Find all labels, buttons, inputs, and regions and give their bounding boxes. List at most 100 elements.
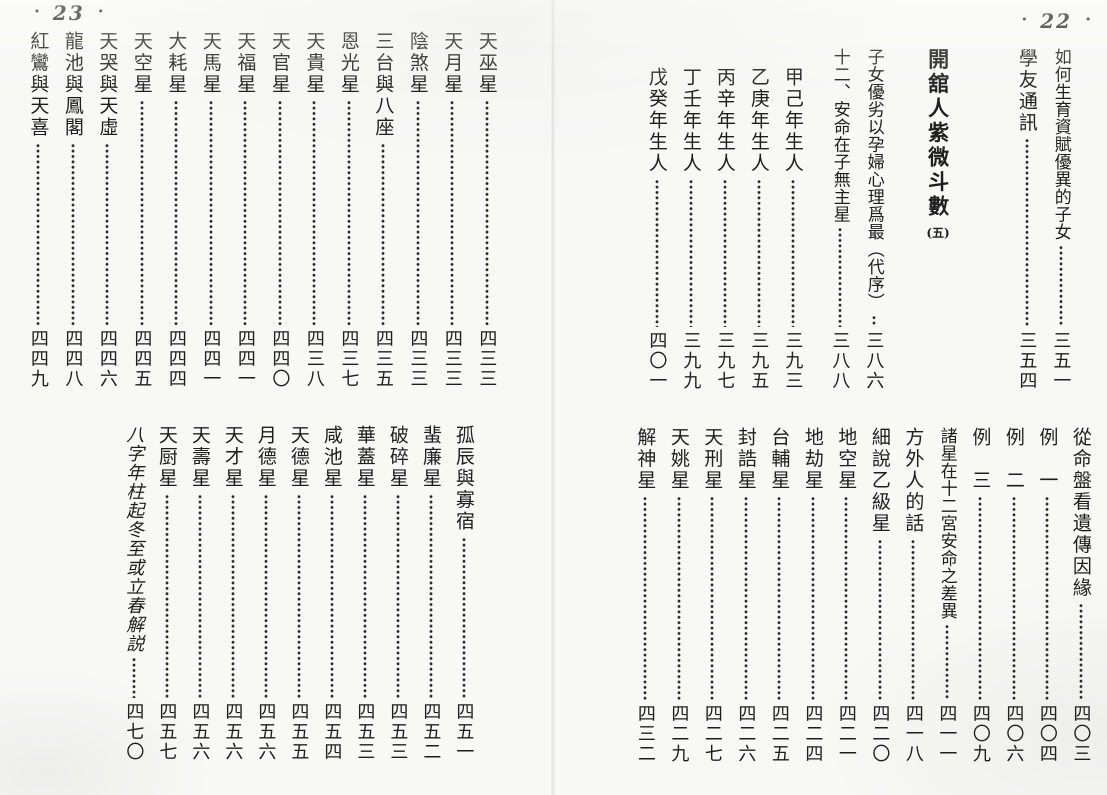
dot-leader [263, 493, 268, 698]
toc-entry: 大耗星 四四四 [160, 31, 193, 389]
toc-entry-page-number: 三八八 [829, 331, 851, 391]
toc-entry-title: 例 二 [1002, 427, 1025, 492]
toc-entry-title: 大耗星 [165, 31, 188, 96]
toc-entry-page-number: 四四六 [96, 329, 118, 389]
ornament-dot: · [34, 1, 40, 22]
toc-entry-title: 紅鸞與天喜 [27, 31, 50, 139]
toc-entry-page-number: 四三三 [476, 329, 498, 389]
toc-entry: 例 三四〇九 [964, 427, 997, 764]
toc-entry-title: 破碎星 [386, 425, 409, 490]
toc-entry-page-number: 四〇九 [969, 704, 991, 764]
dot-leader [230, 493, 235, 698]
dot-leader [381, 142, 385, 325]
dot-leader [837, 227, 842, 327]
toc-block-left-upper: 天巫星 四三三 天月星 四三三 陰煞星 四三三 三台與八座 四三五 恩光星 四三七 天貴星 四三八 天官… [22, 31, 504, 389]
toc-entry-page-number: 四四五 [131, 329, 153, 389]
toc-entry: 陰煞星 四三三 [401, 31, 434, 389]
dot-leader [810, 495, 815, 700]
toc-section-header: 開舘人紫微斗數 (五) [917, 48, 959, 391]
toc-entry-title: 方外人的話 [902, 427, 925, 535]
toc-entry-page-number: 四二九 [668, 704, 690, 764]
toc-entry: 三台與八座 四三五 [367, 31, 400, 389]
toc-entry: 丙辛年生人 三九七 [708, 48, 741, 391]
toc-entry: 戊癸年生人 四〇一 [640, 48, 673, 391]
toc-entry: 天姚星 四二九 [662, 427, 695, 764]
dot-leader [877, 538, 882, 700]
toc-entry: 恩光星 四三七 [332, 31, 365, 389]
dot-leader [978, 495, 982, 700]
toc-entry: 例 一四〇四 [1031, 427, 1064, 764]
toc-entry: 天月星 四三三 [436, 31, 469, 389]
toc-entry: 天刑星 四二七 [696, 427, 729, 764]
toc-entry: 細說乙級星 四二〇 [863, 427, 896, 764]
toc-entry-page-number: 四〇一 [646, 331, 668, 391]
toc-entry-title: 學友通訊 [1015, 48, 1038, 134]
toc-entry-page-number: 三九五 [748, 331, 770, 391]
toc-entry: 地劫星 四二四 [796, 427, 829, 764]
dot-leader [415, 99, 420, 325]
toc-entry-page-number: 四五一 [453, 702, 475, 762]
toc-entry-title: 八字年柱起冬至或立春解説 [123, 425, 145, 653]
toc-entry-title: 天福星 [234, 31, 257, 96]
toc-entry: 天福星 四四一 [229, 31, 262, 389]
toc-entry-page-number: 四二五 [768, 704, 790, 764]
dot-leader [643, 495, 647, 700]
toc-entry-page-number: 四四四 [165, 329, 187, 389]
toc-entry: 十二、安命在子無主星 三八八 [823, 48, 856, 391]
dot-leader [450, 99, 454, 325]
toc-entry-title: 天馬星 [199, 31, 222, 96]
dot-leader [743, 495, 748, 700]
toc-entry: 甲己年生人 三九三 [776, 48, 809, 391]
toc-entry-title: 咸池星 [320, 425, 343, 490]
toc-entry-title: 例 一 [1036, 427, 1059, 492]
dot-leader [164, 493, 169, 698]
toc-entry-page-number: 四〇三 [1070, 704, 1092, 764]
dot-leader [722, 178, 727, 327]
toc-entry-page-number: 四二一 [835, 704, 857, 764]
toc-entry-page-number: 四三三 [441, 329, 463, 389]
dot-leader [944, 623, 949, 700]
dot-leader [484, 99, 489, 325]
page-number-value: 22 [1040, 9, 1073, 33]
toc-block-left-lower: 孤辰與寡宿 四五一 蜚廉星 四五二 破碎星 四五三 華蓋星 四五三 咸池星 四五四 天德星 四五五 月德… [117, 425, 480, 762]
dot-leader [296, 493, 301, 698]
toc-entry: 方外人的話 四一八 [897, 427, 930, 764]
toc-entry-page-number: 四五四 [321, 702, 343, 762]
toc-entry-title: 三台與八座 [372, 31, 395, 139]
toc-entry-page-number: 四三二 [634, 704, 656, 764]
page-gutter-shadow [551, 0, 555, 795]
dot-leader [346, 99, 351, 325]
toc-entry-title: 細說乙級星 [868, 427, 891, 535]
toc-entry: 台輔星 四二五 [763, 427, 796, 764]
toc-entry-page-number: 四五二 [420, 702, 442, 762]
toc-entry-title: 子女優劣以孕婦心理爲最（代序） [863, 48, 884, 311]
toc-entry-page-number: 四〇六 [1003, 704, 1025, 764]
toc-entry-title: 天貴星 [303, 31, 326, 96]
toc-entry-title: 天德星 [287, 425, 310, 490]
toc-entry-page-number: 四一一 [936, 704, 958, 764]
toc-entry-title: 蜚廉星 [419, 425, 442, 490]
toc-entry: 八字年柱起冬至或立春解説 四七〇 [117, 425, 150, 762]
toc-entry-page-number: 三九七 [714, 331, 736, 391]
toc-entry: 破碎星 四五三 [381, 425, 414, 762]
dot-leader [70, 142, 75, 325]
toc-entry: 天馬星 四四一 [194, 31, 227, 389]
toc-entry-title: 丙辛年生人 [713, 67, 736, 175]
dot-leader [1011, 495, 1016, 700]
toc-entry: 乙庚年生人 三九五 [742, 48, 775, 391]
toc-entry-page-number: 四五七 [156, 702, 178, 762]
toc-entry-page-number: 四一八 [902, 704, 924, 764]
toc-entry-title: 恩光星 [337, 31, 360, 96]
dot-leader [777, 495, 781, 700]
dot-leader [105, 142, 109, 325]
toc-entry: 子女優劣以孕婦心理爲最（代序） 三八六 [857, 48, 890, 391]
toc-entry-page-number: 四五六 [222, 702, 244, 762]
dot-leader [1078, 603, 1083, 700]
toc-entry-title: 天厨星 [155, 425, 178, 490]
toc-entry-title: 天官星 [268, 31, 291, 96]
page-number-left: · 23 · [34, 3, 104, 23]
toc-entry-page-number: 三九九 [680, 331, 702, 391]
toc-entry: 丁壬年生人 三九九 [674, 48, 707, 391]
toc-entry: 例 二四〇六 [997, 427, 1030, 764]
